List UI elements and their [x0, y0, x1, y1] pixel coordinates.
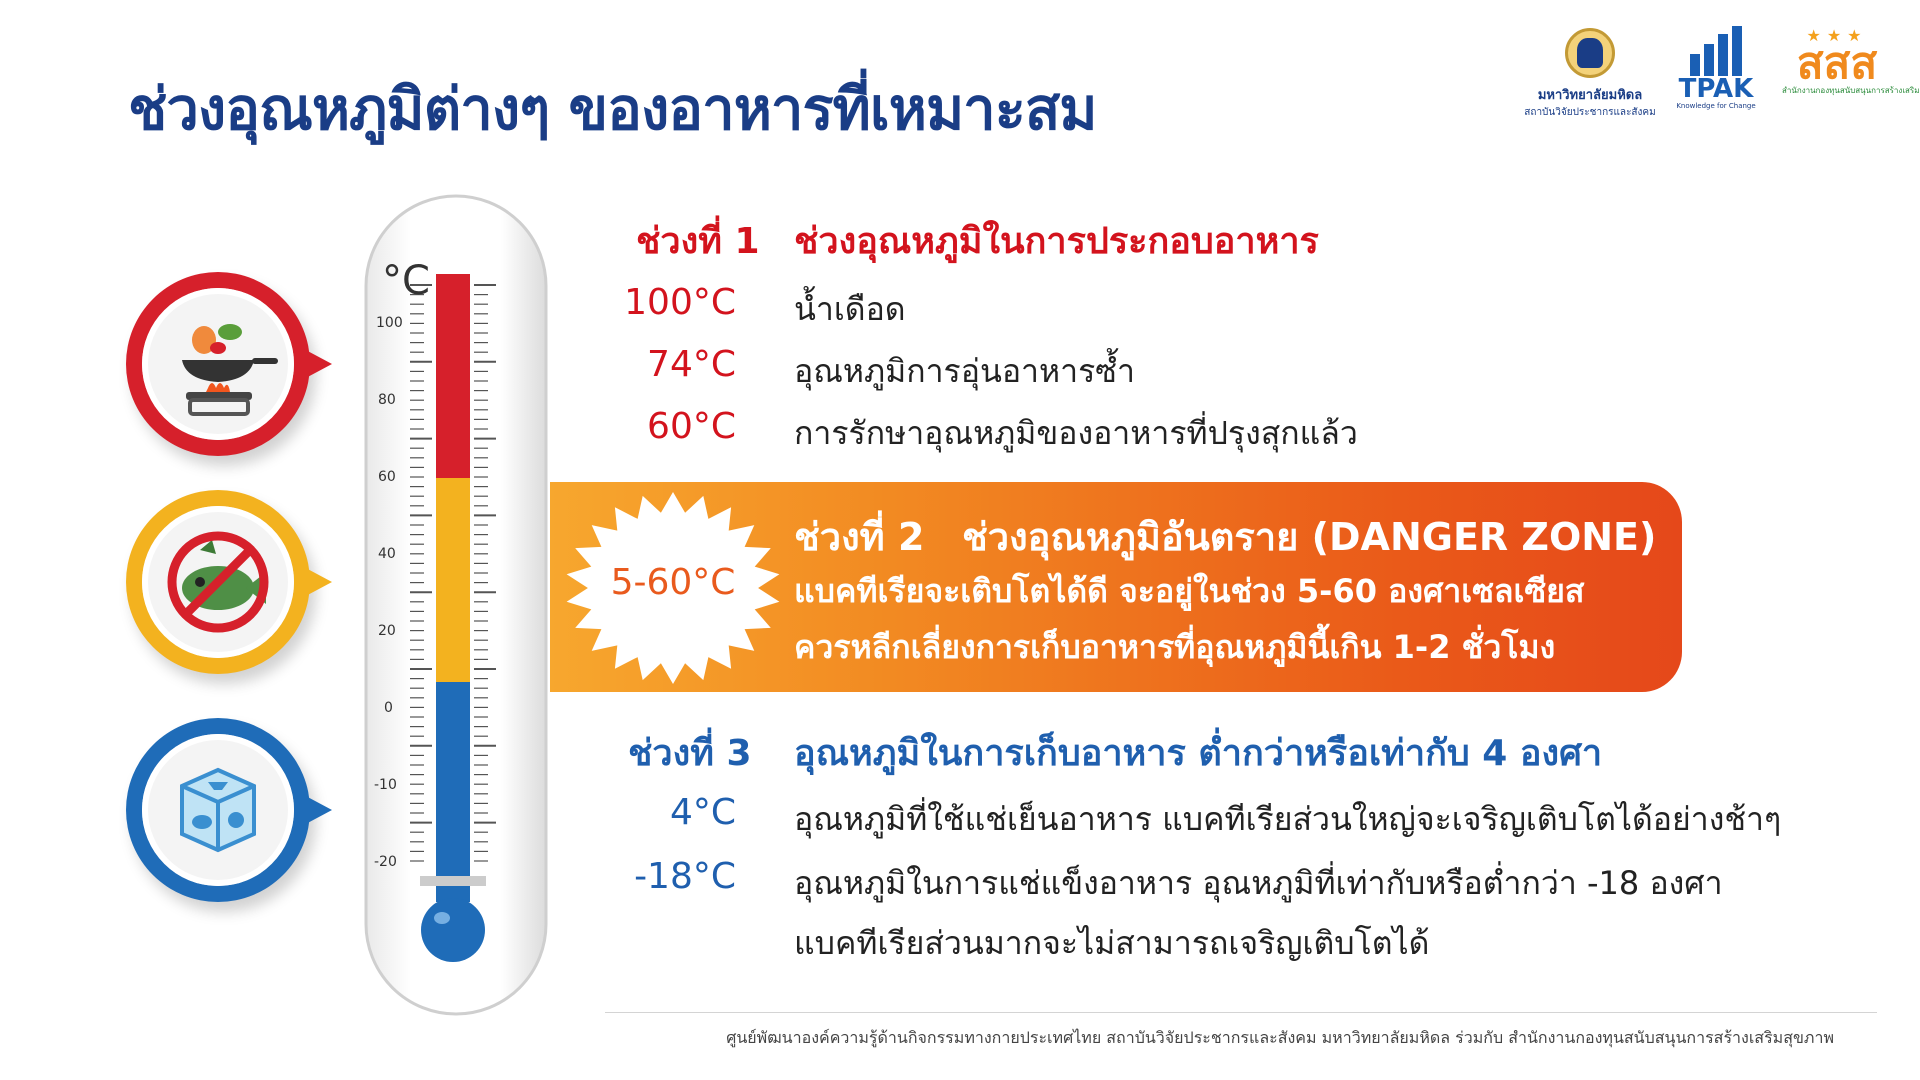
- zone2-line2: ควรหลีกเลี่ยงการเก็บอาหารที่อุณหภูมินี้เ…: [794, 628, 1556, 666]
- thermometer-cold-segment: [436, 682, 470, 902]
- tick-label: 60: [378, 469, 396, 485]
- thermometer-scale: [410, 284, 496, 862]
- zone3-desc: อุณหภูมิที่ใช้แช่เย็นอาหาร แบคทีเรียส่วน…: [794, 800, 1782, 838]
- sss-logo: ★★★ สสส สำนักงานกองทุนสนับสนุนการสร้างเส…: [1782, 26, 1920, 97]
- cooking-icon-badge: [126, 272, 332, 456]
- zone1-desc: อุณหภูมิการอุ่นอาหารซ้ำ: [794, 352, 1135, 390]
- zone3-heading: อุณหภูมิในการเก็บอาหาร ต่ำกว่าหรือเท่ากั…: [794, 733, 1603, 774]
- mahidol-logo: มหาวิทยาลัยมหิดล สถาบันวิจัยประชากรและสั…: [1520, 28, 1660, 120]
- zone1-temp: 60°C: [647, 406, 736, 447]
- cold-icon-badge: [126, 718, 332, 902]
- footer-divider: [605, 1012, 1877, 1013]
- no-spoiled-food-icon: [167, 531, 269, 633]
- danger-zone-range: 5-60°C: [610, 562, 736, 603]
- danger-icon-badge: [126, 490, 332, 674]
- tick-label: 80: [378, 392, 396, 408]
- tpak-wordmark: TPAK: [1678, 74, 1754, 104]
- tick-label: -20: [374, 854, 397, 870]
- page-title: ช่วงอุณหภูมิต่างๆ ของอาหารที่เหมาะสม: [128, 75, 1098, 143]
- zone1-heading: ช่วงอุณหภูมิในการประกอบอาหาร: [794, 221, 1319, 262]
- tick-label: 100: [376, 315, 403, 331]
- zone3-temp: 4°C: [669, 792, 736, 833]
- zone3-extra: แบคทีเรียส่วนมากจะไม่สามารถเจริญเติบโตได…: [794, 924, 1430, 962]
- tpak-tagline: Knowledge for Change: [1676, 102, 1756, 110]
- thermometer-bulb: [421, 898, 485, 962]
- zone2-label: ช่วงที่ 2: [794, 515, 925, 559]
- thermometer-danger-segment: [436, 478, 470, 682]
- tpak-bars-icon: [1668, 26, 1764, 76]
- zone2-heading: ช่วงอุณหภูมิอันตราย (DANGER ZONE): [962, 515, 1657, 559]
- footer-credit: ศูนย์พัฒนาองค์ความรู้ด้านกิจกรรมทางกายปร…: [726, 1028, 1834, 1047]
- zone3-label: ช่วงที่ 3: [628, 733, 752, 774]
- tick-label: -10: [374, 777, 397, 793]
- zone1-label: ช่วงที่ 1: [636, 221, 760, 262]
- mahidol-name: มหาวิทยาลัยมหิดล: [1537, 88, 1643, 103]
- thermometer-tick-labels: 100 80 60 40 20 0 -10 -20: [374, 315, 403, 870]
- frozen-food-ice-cube-icon: [180, 767, 256, 853]
- cooking-pan-icon: [182, 324, 278, 416]
- sss-wordmark: สสส: [1796, 38, 1878, 89]
- zone1-temp: 74°C: [647, 344, 736, 385]
- zone3-desc: อุณหภูมิในการแช่แข็งอาหาร อุณหภูมิที่เท่…: [794, 864, 1723, 902]
- tick-label: 20: [378, 623, 396, 639]
- zone2-line1: แบคทีเรียจะเติบโตได้ดี จะอยู่ในช่วง 5-60…: [794, 572, 1585, 610]
- tick-label: 40: [378, 546, 396, 562]
- zone1-desc: น้ำเดือด: [794, 290, 906, 328]
- thermometer-hot-segment: [436, 274, 470, 478]
- sss-name: สำนักงานกองทุนสนับสนุนการสร้างเสริมสุขภา…: [1782, 86, 1920, 95]
- tpak-logo: TPAK Knowledge for Change: [1668, 26, 1764, 110]
- mahidol-institute: สถาบันวิจัยประชากรและสังคม: [1524, 107, 1656, 118]
- zone1-temp: 100°C: [624, 282, 736, 323]
- mahidol-seal-icon: [1565, 28, 1615, 78]
- zone3-temp: -18°C: [634, 856, 736, 897]
- danger-burst-icon: [566, 492, 780, 684]
- sss-stars-icon: ★★★: [1806, 26, 1868, 45]
- thermometer-unit: °C: [382, 258, 430, 304]
- tick-label: 0: [384, 700, 393, 716]
- thermometer: °C 100 80 60 40 20 0 -10 -20: [364, 194, 548, 1016]
- zone1-desc: การรักษาอุณหภูมิของอาหารที่ปรุงสุกแล้ว: [794, 414, 1358, 452]
